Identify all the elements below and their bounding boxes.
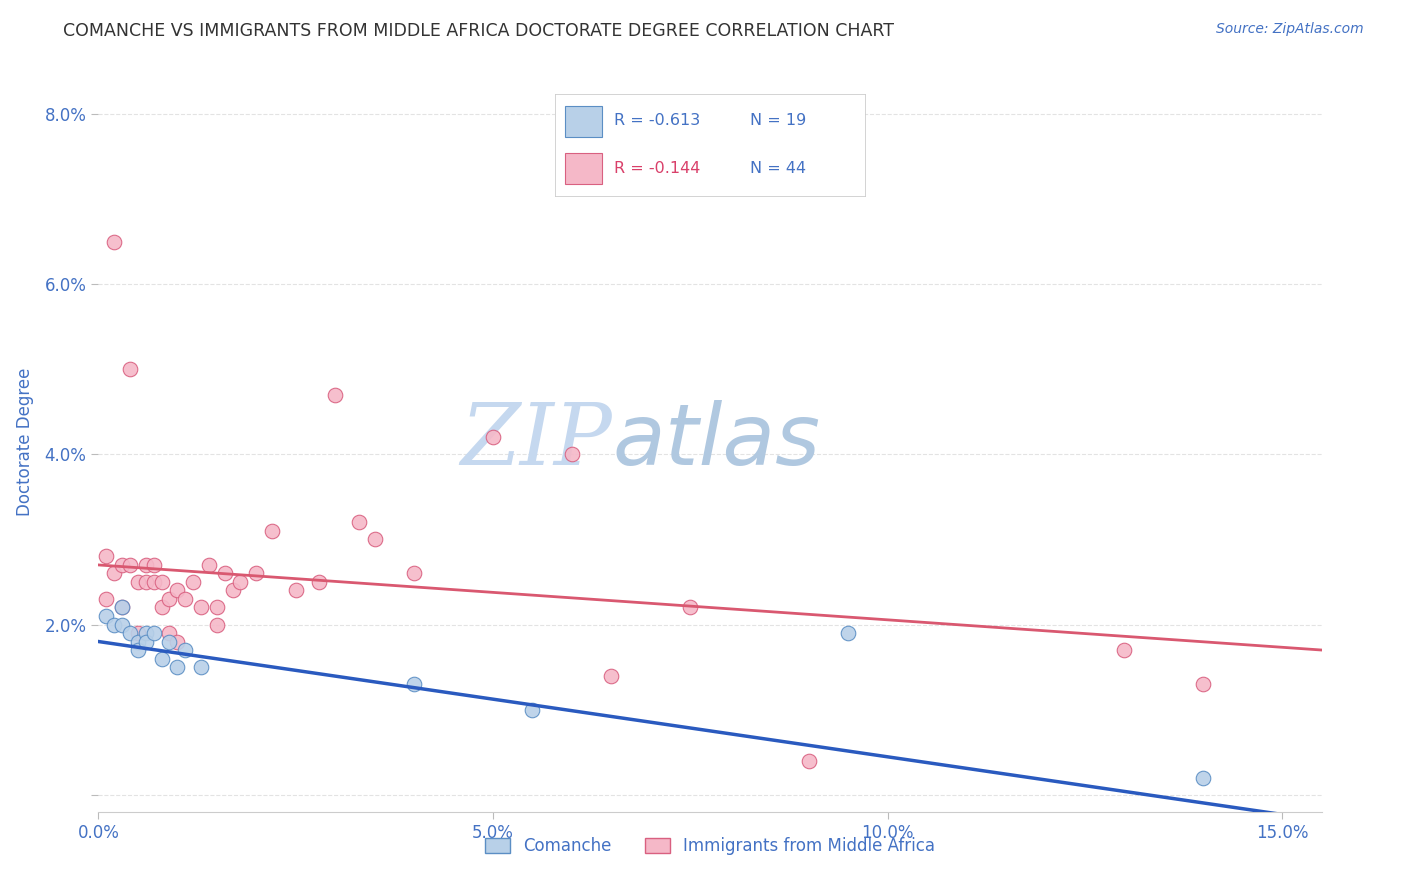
- Point: [150, 574, 173, 589]
- Point: [482, 430, 505, 444]
- Point: [1192, 677, 1215, 691]
- Point: [111, 617, 134, 632]
- Text: R = -0.613: R = -0.613: [614, 113, 700, 128]
- Point: [198, 558, 221, 572]
- Point: [166, 634, 188, 648]
- Point: [159, 591, 181, 606]
- Point: [1114, 643, 1136, 657]
- Point: [127, 626, 149, 640]
- Point: [221, 583, 243, 598]
- Text: ZIP: ZIP: [460, 401, 612, 483]
- Point: [797, 754, 820, 768]
- Point: [135, 558, 157, 572]
- Point: [96, 591, 118, 606]
- Point: [308, 574, 330, 589]
- Point: [190, 660, 212, 674]
- Point: [118, 362, 141, 376]
- Legend: Comanche, Immigrants from Middle Africa: Comanche, Immigrants from Middle Africa: [485, 838, 935, 855]
- Point: [181, 574, 204, 589]
- Point: [404, 566, 426, 581]
- Point: [103, 566, 125, 581]
- Point: [118, 558, 141, 572]
- Text: atlas: atlas: [612, 400, 820, 483]
- Point: [561, 447, 583, 461]
- Point: [111, 600, 134, 615]
- Y-axis label: Doctorate Degree: Doctorate Degree: [15, 368, 34, 516]
- Point: [323, 388, 346, 402]
- Point: [837, 626, 859, 640]
- Point: [135, 626, 157, 640]
- Bar: [565, 106, 602, 136]
- Point: [363, 533, 385, 547]
- Point: [174, 643, 197, 657]
- Text: N = 44: N = 44: [751, 161, 807, 176]
- Text: Source: ZipAtlas.com: Source: ZipAtlas.com: [1216, 22, 1364, 37]
- Point: [142, 626, 165, 640]
- Point: [159, 634, 181, 648]
- Point: [214, 566, 236, 581]
- Point: [103, 235, 125, 249]
- Point: [142, 558, 165, 572]
- Point: [150, 600, 173, 615]
- Text: COMANCHE VS IMMIGRANTS FROM MIDDLE AFRICA DOCTORATE DEGREE CORRELATION CHART: COMANCHE VS IMMIGRANTS FROM MIDDLE AFRIC…: [63, 22, 894, 40]
- Point: [679, 600, 702, 615]
- Point: [522, 703, 544, 717]
- Point: [166, 583, 188, 598]
- Point: [260, 524, 283, 538]
- Point: [1192, 771, 1215, 785]
- Point: [190, 600, 212, 615]
- Point: [159, 626, 181, 640]
- Point: [229, 574, 252, 589]
- Point: [166, 660, 188, 674]
- Point: [96, 549, 118, 564]
- Point: [118, 626, 141, 640]
- Point: [142, 574, 165, 589]
- Point: [245, 566, 267, 581]
- Point: [127, 574, 149, 589]
- Text: N = 19: N = 19: [751, 113, 807, 128]
- Point: [127, 634, 149, 648]
- Point: [103, 617, 125, 632]
- Point: [111, 558, 134, 572]
- Text: R = -0.144: R = -0.144: [614, 161, 700, 176]
- Point: [96, 609, 118, 624]
- Point: [174, 591, 197, 606]
- Point: [347, 516, 370, 530]
- Point: [111, 600, 134, 615]
- Point: [135, 634, 157, 648]
- Point: [205, 617, 228, 632]
- Point: [600, 668, 623, 682]
- Bar: [565, 153, 602, 184]
- Point: [127, 643, 149, 657]
- Point: [150, 651, 173, 665]
- Point: [284, 583, 307, 598]
- Point: [205, 600, 228, 615]
- Point: [404, 677, 426, 691]
- Point: [135, 574, 157, 589]
